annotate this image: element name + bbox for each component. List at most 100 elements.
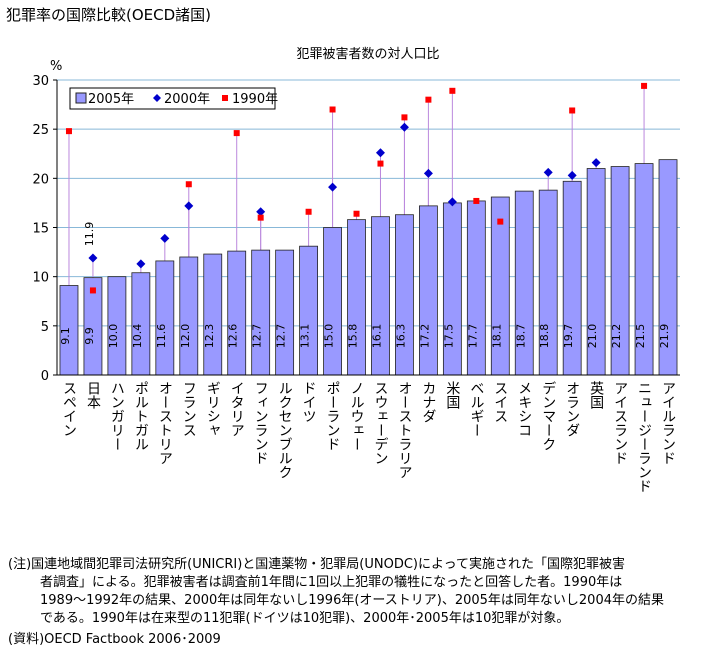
value-label: 11.6 — [155, 324, 168, 349]
bar — [155, 260, 175, 376]
value-label: 17.2 — [418, 324, 431, 349]
value-label: 12.3 — [203, 324, 216, 349]
value-label: 21.2 — [610, 324, 623, 349]
marker-1990 — [353, 210, 360, 217]
marker-2000 — [88, 253, 98, 263]
x-tick-label: ポーランド — [325, 381, 341, 451]
value-label: 18.7 — [514, 324, 527, 349]
marker-1990 — [377, 160, 384, 167]
marker-1990 — [473, 197, 480, 204]
value-label: 18.8 — [538, 324, 551, 349]
bar — [419, 205, 438, 376]
marker-2000 — [375, 148, 385, 158]
bar — [275, 249, 295, 376]
value-label: 17.7 — [466, 324, 479, 349]
marker-1990 — [569, 107, 576, 114]
marker-2000 — [160, 233, 170, 243]
bar — [395, 214, 414, 376]
y-tick-label: 20 — [32, 172, 49, 187]
value-label: 15.8 — [347, 324, 360, 349]
value-label: 21.5 — [634, 324, 647, 349]
bar — [203, 253, 223, 376]
value-label: 16.1 — [370, 324, 383, 349]
value-label: 15.0 — [323, 324, 336, 349]
chart-title: 犯罪率の国際比較(OECD諸国) — [6, 6, 211, 24]
legend-swatch — [75, 92, 87, 104]
marker-1990 — [329, 106, 336, 113]
marker-1990 — [257, 214, 264, 221]
y-tick-label: 5 — [41, 320, 49, 335]
x-tick-label: ドイツ — [301, 381, 317, 423]
x-tick-label: ハンガリー — [109, 381, 125, 451]
marker-2000 — [136, 259, 146, 269]
bar — [251, 249, 271, 376]
value-label: 12.7 — [251, 324, 264, 349]
value-label: 17.5 — [442, 324, 455, 349]
value-label: 12.7 — [275, 324, 288, 349]
x-tick-label: オーストリア — [157, 381, 173, 465]
x-tick-label: 米国 — [444, 381, 460, 409]
legend-label: 2000年 — [164, 92, 210, 107]
note: 者調査」による。犯罪被害者は調査前1年間に1回以上犯罪の犠牲になったと回答した者… — [40, 574, 622, 590]
marker-1990 — [65, 128, 72, 135]
value-label: 9.1 — [59, 327, 72, 345]
x-tick-label: イタリア — [229, 381, 245, 437]
marker-1990 — [425, 96, 432, 103]
marker-1990 — [305, 208, 312, 215]
y-unit: % — [50, 59, 62, 74]
x-tick-label: メキシコ — [516, 381, 532, 437]
value-label: 13.1 — [299, 324, 312, 349]
marker-2000 — [256, 207, 266, 217]
x-tick-label: ニュージーランド — [636, 381, 652, 493]
marker-2000 — [447, 197, 457, 207]
value-label: 12.6 — [227, 324, 240, 349]
marker-2000 — [423, 168, 433, 178]
source: (資料)OECD Factbook 2006･2009 — [8, 632, 221, 647]
marker-2000 — [591, 158, 601, 168]
marker-2000 — [399, 122, 409, 132]
x-tick-label: デンマーク — [540, 381, 556, 451]
marker-2000 — [543, 167, 553, 177]
marker-1990 — [449, 87, 456, 94]
y-tick-label: 15 — [32, 222, 49, 237]
note: である。1990年は在来型の11犯罪(ドイツは10犯罪)、2000年･2005年… — [40, 611, 569, 626]
y-tick-label: 30 — [32, 74, 49, 89]
bar — [323, 227, 342, 376]
value-label: 16.3 — [394, 324, 407, 349]
value-label: 12.0 — [179, 324, 192, 349]
value-label: 11.9 — [83, 222, 96, 247]
x-tick-label: ベルギー — [468, 381, 484, 437]
value-label: 18.1 — [490, 324, 503, 349]
marker-1990 — [185, 181, 192, 188]
x-tick-label: スペイン — [61, 381, 77, 437]
x-tick-label: フィンランド — [253, 381, 269, 465]
x-tick-label: ルクセンブルク — [277, 381, 293, 479]
x-tick-label: ギリシャ — [205, 381, 221, 437]
x-tick-label: アイルランド — [660, 381, 676, 465]
x-tick-label: オランダ — [564, 381, 580, 437]
value-label: 21.0 — [586, 324, 599, 349]
legend-swatch — [222, 95, 228, 101]
marker-1990 — [497, 218, 504, 225]
marker-1990 — [641, 82, 648, 89]
marker-1990 — [89, 287, 96, 294]
y-tick-label: 10 — [32, 271, 49, 286]
note: 1989～1992年の結果、2000年は同年ないし1996年(オーストリア)、2… — [40, 593, 664, 608]
bar — [347, 219, 366, 376]
value-label: 10.0 — [107, 324, 120, 349]
marker-1990 — [401, 114, 408, 121]
x-tick-label: フランス — [181, 381, 197, 437]
x-tick-label: スウェーデン — [372, 381, 388, 465]
bar — [227, 250, 247, 376]
y-tick-label: 0 — [41, 369, 49, 384]
y-tick-label: 25 — [32, 123, 49, 138]
note: (注)国連地域間犯罪司法研究所(UNICRI)と国連薬物・犯罪局(UNODC)に… — [8, 556, 625, 572]
legend-box — [69, 87, 276, 110]
value-label: 10.4 — [131, 324, 144, 349]
marker-2000 — [328, 182, 338, 192]
x-tick-label: カナダ — [420, 381, 436, 423]
value-label: 9.9 — [83, 327, 96, 345]
marker-1990 — [233, 130, 240, 137]
x-tick-label: 英国 — [588, 380, 604, 409]
